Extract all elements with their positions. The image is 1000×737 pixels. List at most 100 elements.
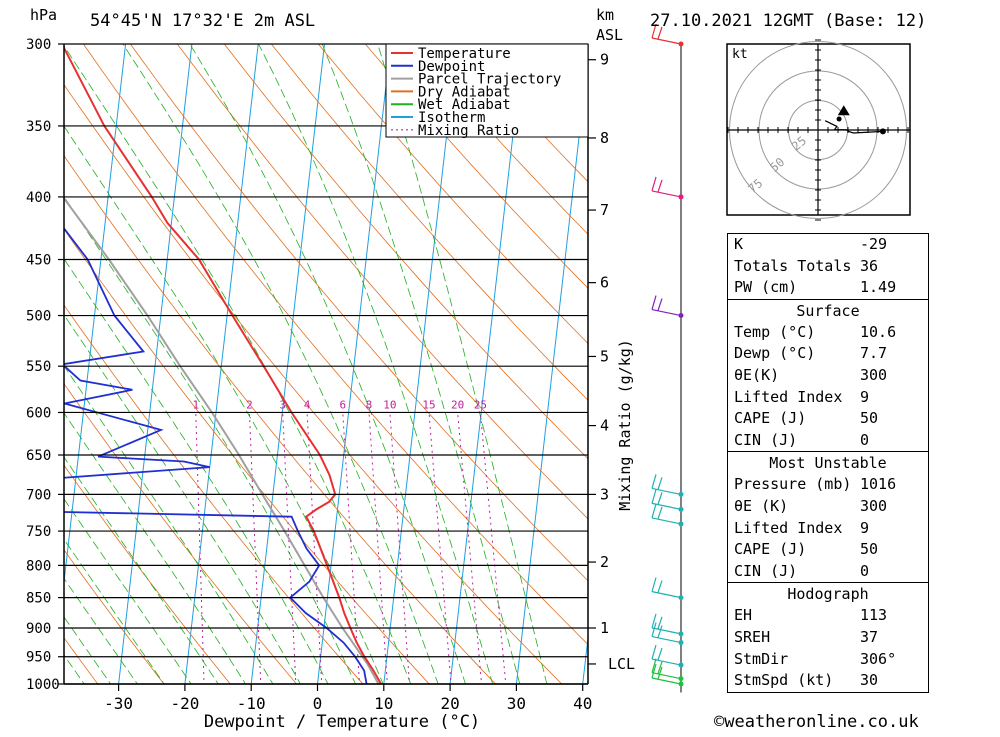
index-label: CIN (J) xyxy=(734,561,798,580)
wind-barb-flag xyxy=(657,666,663,680)
index-label: θE (K) xyxy=(734,496,789,515)
pressure-label: 650 xyxy=(26,448,51,464)
index-row: CIN (J) 0 xyxy=(728,430,928,452)
wind-barb-flag xyxy=(657,580,663,593)
wet-adiabat-line xyxy=(64,365,274,684)
index-value: 10.6 xyxy=(860,322,897,341)
index-label: Dewp (°C) xyxy=(734,344,816,363)
height-tick-label: LCL xyxy=(608,655,635,673)
most-unstable-title: Most Unstable xyxy=(769,454,887,473)
x-tick-label: -10 xyxy=(237,694,266,713)
location-title: 54°45'N 17°32'E 2m ASL xyxy=(90,11,316,31)
index-value: 36 xyxy=(860,256,879,275)
dry-adiabat-line xyxy=(223,44,588,460)
wet-adiabat-line xyxy=(189,44,466,684)
mixing-ratio-line xyxy=(248,412,262,684)
wind-barb-dot xyxy=(678,521,684,527)
index-label: K xyxy=(734,235,744,253)
wind-barb-flag xyxy=(651,622,657,637)
wet-adiabat-line xyxy=(64,195,357,684)
wind-barb-flag xyxy=(651,503,657,519)
pressure-label: 350 xyxy=(26,119,51,135)
height-tick-label: 7 xyxy=(600,201,609,219)
index-label: Pressure (mb) xyxy=(734,475,852,494)
pressure-label: 550 xyxy=(26,359,51,375)
height-tick-label: 2 xyxy=(600,553,609,571)
wet-adiabat-line xyxy=(64,616,112,684)
wet-adiabat-line xyxy=(64,577,138,684)
dry-adiabat-line xyxy=(64,84,563,684)
index-row: EH 113 xyxy=(728,605,928,627)
legend-label: Temperature xyxy=(418,46,511,62)
wind-barb-shaft xyxy=(651,190,682,198)
indices-most-unstable: Most Unstable Pressure (mb) 1016 θE (K) 300… xyxy=(728,451,928,582)
dewpoint-line xyxy=(64,228,368,684)
legend-label: Parcel Trajectory xyxy=(418,72,561,88)
index-value: 0 xyxy=(860,561,870,580)
background-lines xyxy=(64,44,588,684)
indices-general: K -29 Totals Totals 36 PW (cm) 1.49 xyxy=(728,234,928,299)
indices-table: K -29 Totals Totals 36 PW (cm) 1.49 Surface T… xyxy=(727,233,929,693)
wind-barb-flag xyxy=(651,176,657,192)
dry-adiabat-line xyxy=(64,383,298,684)
pressure-label: 900 xyxy=(26,621,51,637)
height-unit-asl: ASL xyxy=(596,26,624,44)
wet-adiabat-line xyxy=(377,44,548,684)
wind-barb-dot xyxy=(678,640,684,646)
height-tick-label: 5 xyxy=(600,347,609,365)
wind-barb-shaft xyxy=(651,517,682,525)
indices-hodograph: Hodograph EH 113 SREH 37 StmDir 306° StmSpd (k… xyxy=(728,582,928,691)
index-label: CAPE (J) xyxy=(734,409,807,428)
index-row: Pressure (mb) 1016 xyxy=(728,474,928,496)
wet-adiabat-line xyxy=(64,125,384,684)
index-value: 50 xyxy=(860,409,879,428)
wind-barb-dot xyxy=(678,41,684,47)
wind-barb-shaft xyxy=(651,37,682,45)
mixing-ratio-label: 15 xyxy=(422,398,435,411)
mixing-ratio-label: 2 xyxy=(246,398,253,411)
wind-barb-flag xyxy=(657,298,663,311)
index-value: 1016 xyxy=(860,475,897,494)
parcel-trajectory-line xyxy=(64,196,380,684)
indices-surface: Surface Temp (°C) 10.6 Dewp (°C) 7.7 θE(K) 30… xyxy=(728,298,928,452)
dry-adiabat-line xyxy=(364,44,588,289)
wind-barb-flag xyxy=(651,613,657,629)
index-value: 306° xyxy=(860,649,897,668)
mixing-ratio-line xyxy=(368,412,388,684)
dry-adiabat-line xyxy=(64,549,165,684)
mixing-ratio-label: 4 xyxy=(304,398,311,411)
storm-motion-marker xyxy=(837,105,850,116)
index-value: 7.7 xyxy=(860,344,888,363)
index-row: θE (K) 300 xyxy=(728,496,928,518)
wind-barb-shaft xyxy=(651,591,682,599)
dry-adiabat-line xyxy=(82,44,588,645)
index-value: 0 xyxy=(860,430,870,449)
wind-barb-dot xyxy=(678,662,684,668)
wind-barb-flag xyxy=(651,658,657,673)
wet-adiabat-line xyxy=(122,44,439,684)
index-value: 50 xyxy=(860,540,879,559)
hodograph-unit: kt xyxy=(732,47,748,62)
wind-barb-dot xyxy=(678,313,684,319)
x-tick-label: 30 xyxy=(507,694,526,713)
dry-adiabat-line xyxy=(411,44,588,235)
height-tick-label: 1 xyxy=(600,619,609,637)
index-row: θE(K) 300 xyxy=(728,365,928,387)
pressure-label: 450 xyxy=(26,253,51,269)
mixing-ratio-line xyxy=(389,412,410,684)
wet-adiabat-line xyxy=(64,45,412,684)
index-label: SREH xyxy=(734,627,771,646)
profile-lines xyxy=(64,45,383,684)
wind-barb-shaft xyxy=(651,627,682,635)
wind-barbs xyxy=(651,23,684,693)
wind-barb-dot xyxy=(678,676,684,682)
legend-label: Dewpoint xyxy=(418,59,485,75)
dry-adiabat-line xyxy=(64,304,364,684)
wind-barb-flag xyxy=(651,23,657,39)
index-label: Lifted Index xyxy=(734,387,843,406)
wind-barb-shaft xyxy=(651,635,682,644)
copyright: ©weatheronline.co.uk xyxy=(714,712,919,732)
wind-barb-shaft xyxy=(651,502,682,510)
wind-barb-flag xyxy=(657,26,663,40)
wind-barb-flag xyxy=(657,477,663,490)
